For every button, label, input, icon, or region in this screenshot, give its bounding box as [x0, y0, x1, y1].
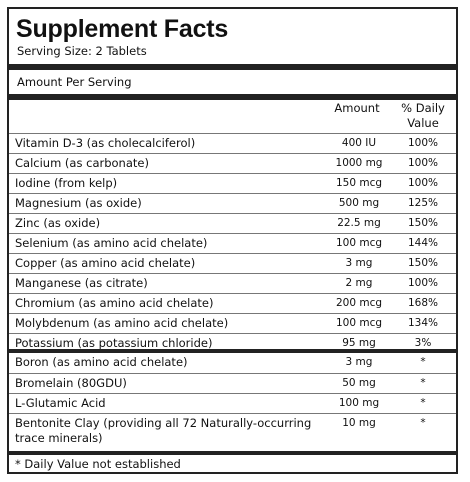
nutrient-daily-value: *: [420, 417, 426, 429]
table-row: Iodine (from kelp) 150 mcg 100%: [9, 173, 456, 193]
nutrient-daily-value: 100%: [407, 277, 439, 289]
amount-column-header: Amount: [334, 101, 380, 115]
nutrient-name: Magnesium (as oxide): [15, 196, 142, 210]
table-row: Copper (as amino acid chelate) 3 mg 150%: [9, 253, 456, 273]
table-row: Potassium (as potassium chloride) 95 mg 3%: [9, 333, 456, 353]
nutrient-amount: 150 mcg: [335, 177, 383, 189]
table-row: L-Glutamic Acid 100 mg *: [9, 393, 456, 413]
nutrient-name: Bromelain (80GDU): [15, 376, 127, 390]
nutrient-amount: 2 mg: [345, 277, 373, 289]
nutrient-name: Potassium (as potassium chloride): [15, 336, 213, 350]
nutrient-daily-value: 100%: [407, 157, 439, 169]
nutrient-daily-value: 100%: [407, 177, 439, 189]
nutrient-daily-value: 150%: [407, 257, 439, 269]
table-row: Vitamin D-3 (as cholecalciferol) 400 IU 10…: [9, 133, 456, 153]
table-row: Chromium (as amino acid chelate) 200 mcg 1…: [9, 293, 456, 313]
nutrient-daily-value: 168%: [407, 297, 439, 309]
dv-column-header-line2: Value: [407, 116, 439, 130]
nutrient-amount: 400 IU: [341, 137, 377, 149]
nutrient-name: Vitamin D-3 (as cholecalciferol): [15, 136, 196, 150]
nutrient-amount: 100 mcg: [335, 317, 383, 329]
nutrient-amount: 3 mg: [345, 257, 373, 269]
nutrient-daily-value: *: [420, 397, 426, 409]
dv-column-header-line1: % Daily: [401, 101, 445, 115]
nutrient-amount: 3 mg: [345, 356, 373, 368]
nutrient-daily-value: 100%: [407, 137, 439, 149]
nutrient-amount: 1000 mg: [335, 157, 383, 169]
serving-size: Serving Size: 2 Tablets: [17, 44, 147, 58]
nutrient-name: Zinc (as oxide): [15, 216, 101, 230]
supplement-facts-panel: Supplement Facts Serving Size: 2 Tablets…: [7, 7, 458, 474]
nutrient-daily-value: 150%: [407, 217, 439, 229]
nutrient-name: Iodine (from kelp): [15, 176, 118, 190]
nutrient-name: Molybdenum (as amino acid chelate): [15, 316, 229, 330]
nutrient-name: Chromium (as amino acid chelate): [15, 296, 214, 310]
nutrient-amount: 100 mg: [338, 397, 380, 409]
table-row: Bromelain (80GDU) 50 mg *: [9, 373, 456, 393]
nutrient-daily-value: 144%: [407, 237, 439, 249]
table-row: Bentonite Clay (providing all 72 Natural…: [9, 413, 456, 453]
footnote: * Daily Value not established: [15, 457, 181, 471]
nutrient-amount: 100 mcg: [335, 237, 383, 249]
table-row: Magnesium (as oxide) 500 mg 125%: [9, 193, 456, 213]
table-row: Boron (as amino acid chelate) 3 mg *: [9, 353, 456, 373]
nutrient-amount: 200 mcg: [335, 297, 383, 309]
nutrient-name: Boron (as amino acid chelate): [15, 355, 188, 369]
nutrient-daily-value: *: [420, 377, 426, 389]
nutrient-amount: 50 mg: [342, 377, 376, 389]
nutrient-name: Selenium (as amino acid chelate): [15, 236, 208, 250]
panel-title: Supplement Facts: [16, 15, 229, 43]
thick-divider: [9, 451, 456, 455]
thick-divider: [9, 94, 456, 100]
nutrient-amount: 22.5 mg: [337, 217, 381, 229]
nutrient-daily-value: 125%: [407, 197, 439, 209]
table-row: Calcium (as carbonate) 1000 mg 100%: [9, 153, 456, 173]
thick-divider: [9, 64, 456, 70]
nutrient-amount: 95 mg: [342, 337, 376, 349]
nutrient-amount: 10 mg: [342, 417, 376, 429]
nutrient-name: Bentonite Clay (providing all 72 Natural…: [15, 416, 312, 445]
table-row: Zinc (as oxide) 22.5 mg 150%: [9, 213, 456, 233]
nutrient-name: Copper (as amino acid chelate): [15, 256, 196, 270]
nutrient-name: L-Glutamic Acid: [15, 396, 106, 410]
nutrient-name: Manganese (as citrate): [15, 276, 148, 290]
amount-per-serving: Amount Per Serving: [17, 75, 132, 89]
nutrient-daily-value: 134%: [407, 317, 439, 329]
table-row: Manganese (as citrate) 2 mg 100%: [9, 273, 456, 293]
thick-divider: [9, 349, 456, 353]
table-row: Selenium (as amino acid chelate) 100 mcg 1…: [9, 233, 456, 253]
table-row: Molybdenum (as amino acid chelate) 100 mc…: [9, 313, 456, 333]
nutrient-daily-value: *: [420, 356, 426, 368]
nutrient-daily-value: 3%: [414, 337, 432, 349]
nutrient-name: Calcium (as carbonate): [15, 156, 149, 170]
nutrient-amount: 500 mg: [338, 197, 380, 209]
